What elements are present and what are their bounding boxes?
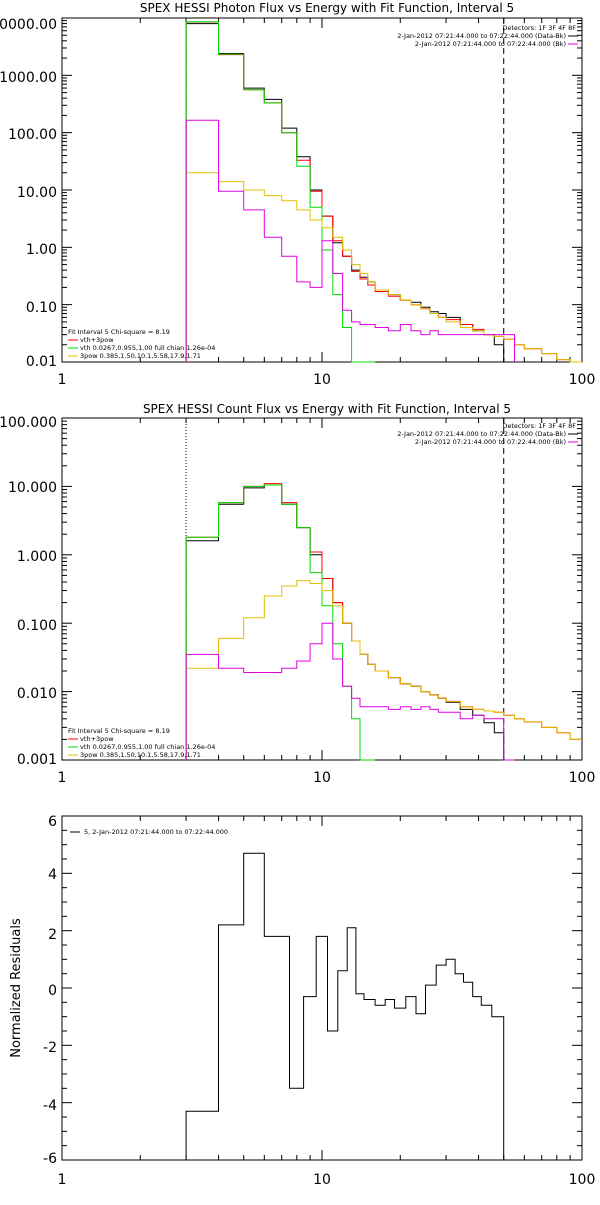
residuals-y-tick-label: 4 bbox=[48, 867, 57, 883]
photon-y-tick-label: 100.00 bbox=[8, 127, 57, 143]
photon-x-tick-label: 10 bbox=[313, 372, 331, 388]
count-flux-ticks bbox=[61, 417, 583, 761]
photon-y-tick-label: 0.10 bbox=[26, 300, 57, 316]
photon-flux-series bbox=[185, 21, 582, 363]
count-flux-panel: SPEX HESSI Count Flux vs Energy with Fit… bbox=[0, 402, 595, 786]
count-legend-3pow: 3pow 0.385,1.50,10.1,5.58,17.9,1.71 bbox=[80, 751, 201, 759]
series-3pow bbox=[185, 172, 582, 363]
photon-y-tick-label: 1.00 bbox=[26, 242, 57, 258]
count-flux-series bbox=[185, 483, 582, 761]
residuals-panel: 6 4 2 0 -2 -4 -6 1 10 100 Normalized Res… bbox=[9, 814, 595, 1188]
count-legend-fit: Fit Interval 5 Chi-square = 8.19 bbox=[68, 727, 170, 735]
series-5-2-jan-2012-07-21-44-000-to-07-22-44-000 bbox=[185, 852, 505, 1160]
series-data-bk bbox=[185, 23, 515, 363]
photon-legend-data-bk: 2-Jan-2012 07:21:44.000 to 07:22:44.000 … bbox=[397, 32, 566, 40]
series-bk bbox=[185, 622, 515, 761]
photon-legend-bk: 2-Jan-2012 07:21:44.000 to 07:22:44.000 … bbox=[415, 40, 566, 48]
photon-flux-title: SPEX HESSI Photon Flux vs Energy with Fi… bbox=[140, 1, 514, 15]
photon-y-tick-label: 0.01 bbox=[26, 354, 57, 370]
residuals-y-tick-label: -6 bbox=[43, 1151, 57, 1167]
series-vth-3pow bbox=[185, 21, 582, 363]
series-vth bbox=[185, 484, 376, 761]
count-y-tick-label: 0.010 bbox=[17, 686, 57, 702]
photon-x-tick-label: 100 bbox=[569, 372, 596, 388]
count-legend-top-right: Detectors: 1F 3F 4F 8F 2-Jan-2012 07:21:… bbox=[397, 422, 578, 446]
residuals-legend: 5, 2-Jan-2012 07:21:44.000 to 07:22:44.0… bbox=[70, 828, 228, 836]
count-legend-bottom-left: Fit Interval 5 Chi-square = 8.19 vth+3po… bbox=[68, 727, 215, 759]
photon-flux-panel: SPEX HESSI Photon Flux vs Energy with Fi… bbox=[0, 1, 595, 388]
residuals-series bbox=[185, 852, 505, 1160]
photon-legend-fit: Fit Interval 5 Chi-square = 8.19 bbox=[68, 328, 170, 336]
residuals-y-tick-label: 2 bbox=[48, 927, 57, 943]
residuals-y-tick-label: 6 bbox=[48, 814, 57, 830]
photon-legend-3pow: 3pow 0.385,1.50,10.1,5.58,17.9,1.71 bbox=[80, 352, 201, 360]
count-x-tick-label: 1 bbox=[58, 770, 67, 786]
count-legend-model: vth+3pow bbox=[80, 735, 114, 743]
count-y-tick-label: 100.000 bbox=[0, 415, 57, 431]
residuals-x-tick-label: 100 bbox=[569, 1172, 596, 1188]
photon-legend-vth: vth 0.0267,0.955,1.00 full chian 1.26e-0… bbox=[80, 344, 215, 352]
count-y-tick-label: 0.100 bbox=[17, 618, 57, 634]
count-y-tick-label: 10.000 bbox=[8, 480, 57, 496]
residuals-x-tick-label: 10 bbox=[313, 1172, 331, 1188]
count-y-tick-label: 1.000 bbox=[17, 549, 57, 565]
residuals-legend-label: 5, 2-Jan-2012 07:21:44.000 to 07:22:44.0… bbox=[84, 828, 228, 836]
count-y-tick-label: 0.001 bbox=[17, 752, 57, 768]
count-legend-detectors: Detectors: 1F 3F 4F 8F bbox=[502, 422, 576, 430]
photon-y-tick-label: 10.00 bbox=[17, 185, 57, 201]
series-bk bbox=[185, 119, 515, 362]
residuals-y-tick-label: -4 bbox=[43, 1098, 57, 1114]
photon-flux-ticks bbox=[61, 17, 583, 363]
count-flux-vlines bbox=[185, 418, 505, 760]
photon-y-tick-label: 10000.00 bbox=[0, 17, 57, 33]
count-x-tick-label: 10 bbox=[313, 770, 331, 786]
count-legend-data-bk: 2-Jan-2012 07:21:44.000 to 07:22:44.000 … bbox=[397, 430, 566, 438]
count-flux-title: SPEX HESSI Count Flux vs Energy with Fit… bbox=[143, 402, 511, 416]
photon-y-tick-label: 1000.00 bbox=[0, 70, 57, 86]
residuals-y-tick-label: -2 bbox=[43, 1040, 57, 1056]
count-legend-bk: 2-Jan-2012 07:21:44.000 to 07:22:44.000 … bbox=[415, 438, 566, 446]
series-vth bbox=[185, 21, 376, 363]
photon-x-tick-label: 1 bbox=[58, 372, 67, 388]
count-legend-vth: vth 0.0267,0.955,1.00 full chian 1.26e-0… bbox=[80, 743, 215, 751]
residuals-ticks bbox=[61, 815, 583, 1161]
photon-legend-model: vth+3pow bbox=[80, 336, 114, 344]
count-x-tick-label: 100 bbox=[569, 770, 596, 786]
residuals-y-axis-label: Normalized Residuals bbox=[9, 918, 24, 1058]
residuals-x-tick-label: 1 bbox=[58, 1172, 67, 1188]
photon-legend-detectors: Detectors: 1F 3F 4F 8F bbox=[502, 24, 576, 32]
residuals-y-tick-label: 0 bbox=[48, 983, 57, 999]
photon-legend-top-right: Detectors: 1F 3F 4F 8F 2-Jan-2012 07:21:… bbox=[397, 24, 578, 48]
series-3pow bbox=[185, 580, 582, 760]
photon-legend-bottom-left: Fit Interval 5 Chi-square = 8.19 vth+3po… bbox=[68, 328, 215, 360]
